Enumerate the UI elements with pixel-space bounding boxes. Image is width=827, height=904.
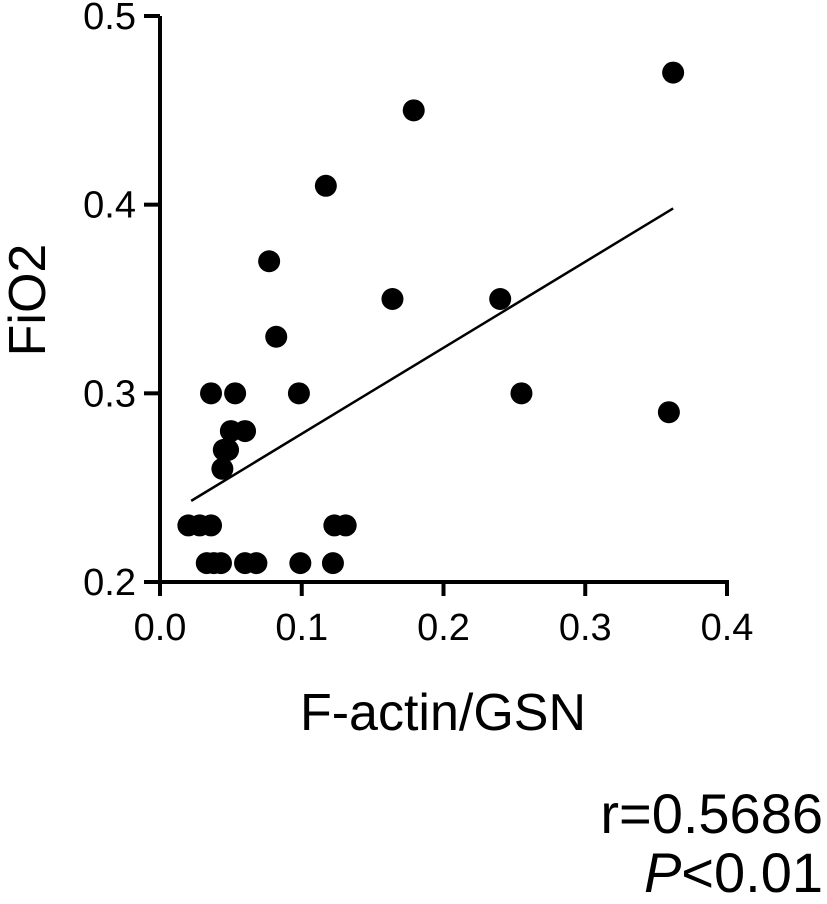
- data-point: [381, 288, 404, 310]
- x-tick-label: 0.2: [417, 607, 470, 649]
- axes: [144, 14, 729, 596]
- data-point: [402, 99, 425, 122]
- y-tick-label: 0.3: [83, 373, 136, 415]
- y-tick-label: 0.2: [83, 562, 136, 604]
- x-tick-label: 0.3: [559, 607, 612, 649]
- data-points: [177, 61, 685, 575]
- data-point: [489, 288, 512, 310]
- p-value-text: <0.01: [681, 841, 823, 904]
- data-point: [217, 438, 240, 461]
- data-point: [289, 552, 312, 575]
- correlation-r: r=0.5686: [600, 782, 823, 845]
- regression-line: [190, 207, 674, 502]
- data-point: [209, 552, 232, 575]
- data-point: [334, 514, 357, 537]
- data-point: [265, 325, 288, 348]
- y-axis-label: FiO2: [0, 244, 57, 357]
- data-point: [657, 401, 680, 424]
- data-point: [258, 250, 281, 273]
- x-axis-label: F-actin/GSN: [300, 684, 586, 742]
- tick-labels: 0.0 0.1 0.2 0.3 0.4 0.2 0.3 0.4 0.5: [83, 0, 753, 649]
- data-point: [200, 514, 223, 537]
- data-point: [287, 382, 310, 405]
- y-tick-label: 0.5: [83, 0, 136, 38]
- data-point: [510, 382, 533, 405]
- data-point: [321, 552, 344, 575]
- data-point: [211, 457, 234, 480]
- y-tick-label: 0.4: [83, 185, 136, 227]
- p-symbol: P: [643, 841, 682, 904]
- x-tick-label: 0.0: [134, 607, 187, 649]
- data-point: [224, 382, 247, 405]
- regression-line-group: [190, 207, 674, 502]
- x-tick-label: 0.4: [701, 607, 754, 649]
- p-value: P<0.01: [644, 845, 823, 901]
- data-point: [200, 382, 223, 405]
- data-point: [234, 420, 257, 443]
- data-point: [662, 61, 685, 84]
- x-tick-label: 0.1: [275, 607, 328, 649]
- data-point: [314, 174, 337, 197]
- data-point: [245, 552, 268, 575]
